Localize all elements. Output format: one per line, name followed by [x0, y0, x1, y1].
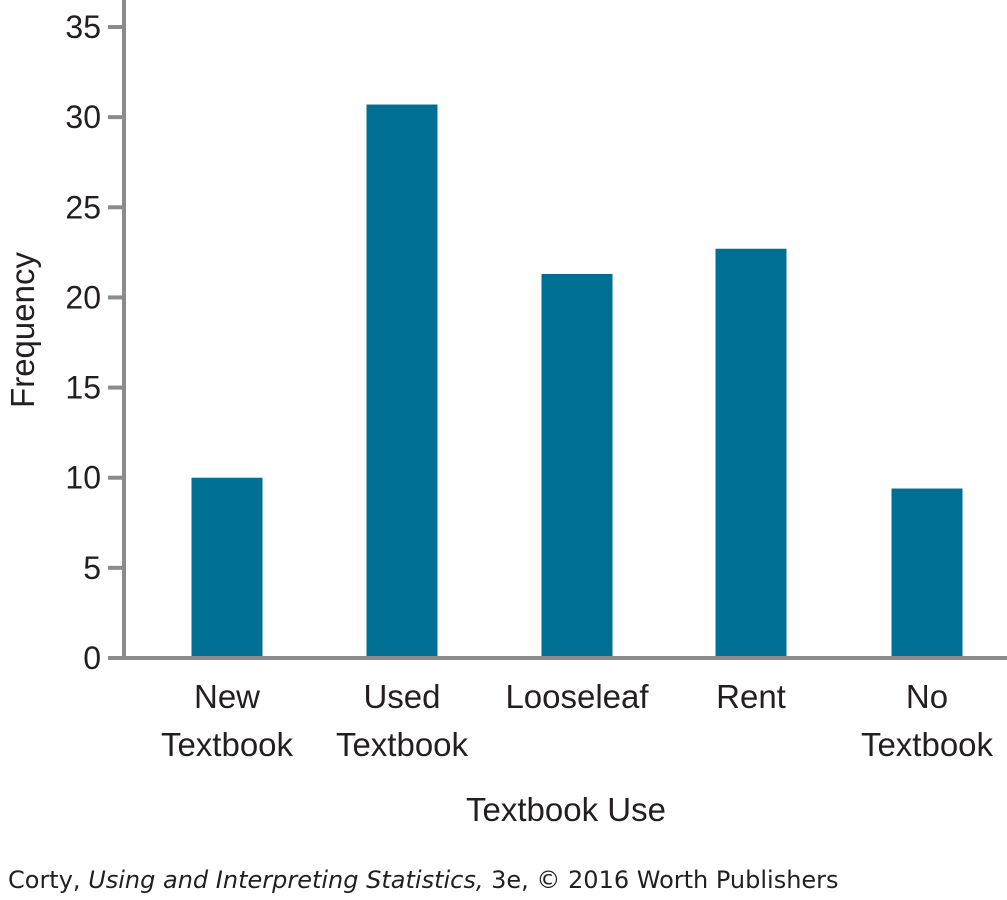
y-tick-label: 35 [65, 9, 101, 45]
x-category-label: Looseleaf [505, 678, 649, 715]
y-tick-label: 10 [65, 460, 101, 496]
x-category-label: Textbook [861, 726, 994, 763]
x-axis-title: Textbook Use [466, 791, 666, 828]
credit-edition: 3e, © 2016 Worth Publishers [483, 866, 839, 894]
axes [122, 0, 1007, 660]
x-category-label: Used [363, 678, 440, 715]
x-category-label: Rent [716, 678, 786, 715]
y-tick-label: 30 [65, 99, 101, 135]
y-tick-label: 5 [83, 550, 101, 586]
bar-2 [541, 273, 613, 658]
y-tick-label: 15 [65, 370, 101, 406]
y-tick-label: 20 [65, 279, 101, 315]
x-category-label: Textbook [161, 726, 294, 763]
credit-author: Corty, [8, 866, 89, 894]
source-credit: Corty, Using and Interpreting Statistics… [8, 866, 839, 894]
y-ticks: 0 5 10 15 20 25 30 35 [65, 9, 124, 676]
bar-4 [891, 488, 963, 658]
y-tick-label: 25 [65, 189, 101, 225]
bar-0 [191, 477, 263, 658]
bar-1 [366, 104, 438, 659]
x-category-labels: New Textbook Used Textbook Looseleaf Rent No Te… [161, 678, 994, 763]
x-category-label: No [906, 678, 948, 715]
x-category-label: Textbook [336, 726, 469, 763]
credit-book-title: Using and Interpreting Statistics, [88, 866, 484, 894]
x-category-label: New [194, 678, 260, 715]
y-axis-title: Frequency [4, 252, 41, 408]
bars [191, 104, 963, 659]
bar-3 [715, 248, 787, 658]
y-tick-label: 0 [83, 640, 101, 676]
